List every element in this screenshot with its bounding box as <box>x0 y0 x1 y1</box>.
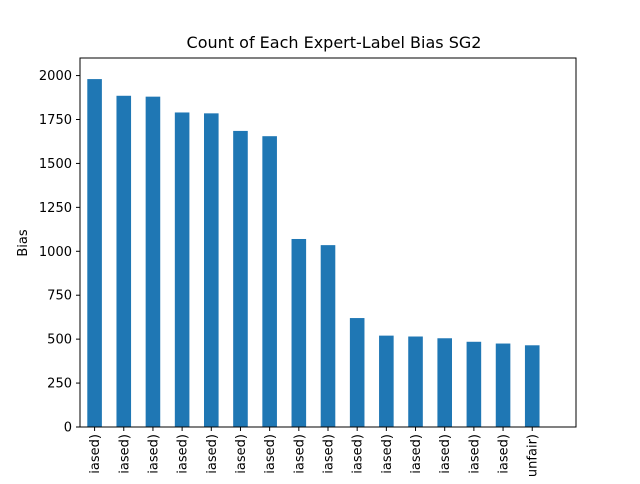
x-tick-label: iased) <box>176 434 191 474</box>
x-tick-label: iased) <box>409 434 424 474</box>
x-tick-label: iased) <box>146 434 161 474</box>
y-axis-label: Bias <box>16 229 31 256</box>
x-tick-label: iased) <box>205 434 220 474</box>
bar <box>204 113 219 427</box>
bar <box>495 343 511 427</box>
y-tick-label: 1750 <box>39 113 72 128</box>
x-tick-label: iased) <box>497 434 512 474</box>
bar <box>233 130 248 427</box>
y-tick-label: 750 <box>47 289 72 304</box>
bar <box>349 318 365 427</box>
y-tick-label: 1500 <box>39 157 72 172</box>
y-tick-label: 1000 <box>39 245 72 260</box>
x-tick-label: iased) <box>292 434 307 474</box>
y-axis-ticks: 0 250 500 750 1000 1250 1500 1750 2000 <box>39 69 80 436</box>
x-tick-label: iased) <box>88 434 103 474</box>
bar <box>466 341 482 427</box>
x-tick-label: iased) <box>263 434 278 474</box>
y-tick-label: 500 <box>47 333 72 348</box>
bar <box>174 112 190 427</box>
x-tick-label: iased) <box>351 434 366 474</box>
y-tick-label: 1250 <box>39 201 72 216</box>
x-tick-label: iased) <box>380 434 395 474</box>
x-tick-label: iased) <box>117 434 132 474</box>
y-tick-label: 2000 <box>39 69 72 84</box>
bar <box>408 336 423 427</box>
x-tick-label: iased) <box>234 434 249 474</box>
bar <box>320 245 336 427</box>
bar <box>379 335 394 427</box>
bar <box>145 96 161 428</box>
bar <box>262 136 277 427</box>
bars-layer <box>87 79 540 428</box>
y-tick-label: 0 <box>64 421 72 436</box>
bar <box>116 95 132 428</box>
bar <box>437 338 452 427</box>
y-tick-label: 250 <box>47 377 72 392</box>
x-tick-label: iased) <box>467 434 482 474</box>
bar <box>87 79 102 427</box>
bar <box>291 238 307 427</box>
x-axis-ticks: iased) iased) iased) iased) iased) iased) iase… <box>88 427 541 477</box>
x-tick-label: iased) <box>438 434 453 474</box>
axes-frame <box>79 57 577 428</box>
x-tick-label: unfair) <box>526 434 541 477</box>
x-tick-label: iased) <box>322 434 337 474</box>
chart-title: Count of Each Expert-Label Bias SG2 <box>187 33 482 52</box>
bar <box>524 345 540 427</box>
